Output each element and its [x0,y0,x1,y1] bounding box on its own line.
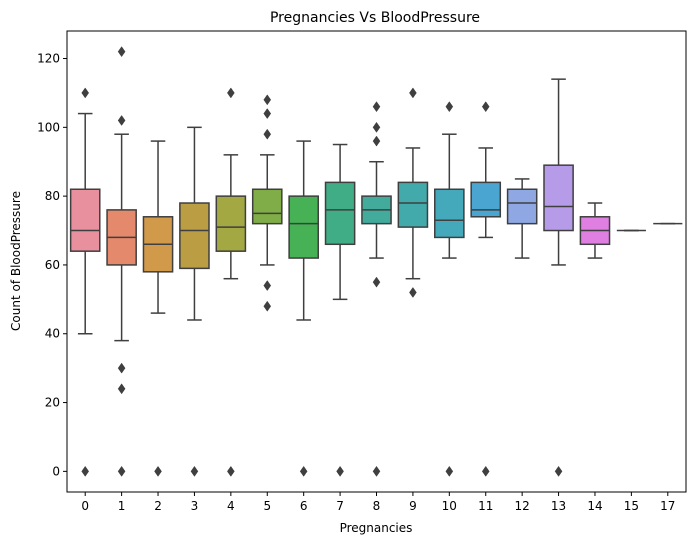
x-tick-label: 5 [263,499,271,513]
box-group [69,87,101,477]
outlier-point [117,46,126,58]
box-group [142,140,174,477]
x-tick-label: 6 [300,499,308,513]
chart-title: Pregnancies Vs BloodPressure [270,10,480,26]
outlier-point [263,280,272,292]
y-tick-label: 0 [52,464,60,478]
outlier-point [445,465,454,477]
box-group [470,101,502,477]
box-iqr [251,188,283,225]
y-tick-label: 80 [45,189,60,203]
x-axis-ticks: 0 1 2 3 4 5 6 7 8 9 10 11 12 13 14 15 17 [81,492,675,513]
outlier-point [227,465,235,477]
x-tick-label: 2 [154,499,162,513]
y-tick-label: 20 [45,396,60,410]
outlier-point [227,87,235,99]
box-group [251,94,283,312]
box-iqr [215,195,247,252]
box-group [506,178,538,259]
box-group [397,87,429,298]
x-tick-label: 3 [191,499,199,513]
box-iqr [543,164,574,232]
outlier-point [263,94,272,106]
outlier-point [263,128,272,140]
x-tick-label: 17 [660,499,675,513]
outlier-point [372,465,381,477]
x-axis-label: Pregnancies [340,521,413,535]
box-iqr [506,188,538,225]
box-iqr [69,188,101,252]
y-axis-ticks: 0 20 40 60 80 100 120 [37,52,67,478]
outlier-point [372,121,381,133]
box-group [179,126,210,477]
outlier-point [190,465,199,477]
box-iqr [288,195,319,259]
y-tick-label: 120 [37,52,60,66]
outlier-point [263,108,272,120]
box-iqr [179,202,210,270]
outlier-point [372,276,381,288]
outlier-point [117,362,126,374]
box-iqr [470,181,502,218]
outlier-point [445,101,454,113]
outlier-point [554,465,563,477]
box-group [543,78,574,477]
x-tick-label: 14 [587,499,602,513]
box-iqr [434,188,465,239]
outlier-point [117,465,126,477]
outlier-point [481,101,490,113]
y-tick-label: 60 [45,258,60,272]
outlier-point [117,115,126,126]
box-group [288,140,319,477]
y-tick-label: 40 [45,327,60,341]
y-tick-label: 100 [37,120,60,134]
outlier-point [117,383,126,395]
outlier-point [81,87,90,99]
x-tick-label: 8 [373,499,381,513]
x-tick-label: 15 [624,499,639,513]
x-tick-label: 0 [81,499,89,513]
outlier-point [372,101,381,113]
box-group [106,46,137,477]
outlier-point [154,465,162,477]
outlier-point [336,465,344,477]
box-group [579,202,611,259]
box-iqr [324,181,356,246]
x-tick-label: 1 [118,499,126,513]
x-tick-label: 9 [409,499,417,513]
box-group [324,143,356,477]
outlier-point [263,300,272,312]
box-group [434,101,465,477]
x-tick-label: 11 [478,499,493,513]
box-group [361,101,392,477]
y-axis-label: Count of BloodPressure [9,191,23,331]
plot-area [69,46,683,477]
outlier-point [409,87,417,99]
box-iqr [397,181,429,228]
outlier-point [481,465,490,477]
outlier-point [372,135,381,147]
outlier-point [409,287,417,298]
box-group [215,87,247,477]
x-tick-label: 13 [551,499,566,513]
plot-frame [66,30,687,493]
x-tick-label: 12 [515,499,530,513]
outlier-point [81,465,90,477]
x-tick-label: 4 [227,499,235,513]
outlier-point [299,465,308,477]
x-tick-label: 10 [442,499,457,513]
x-tick-label: 7 [336,499,344,513]
